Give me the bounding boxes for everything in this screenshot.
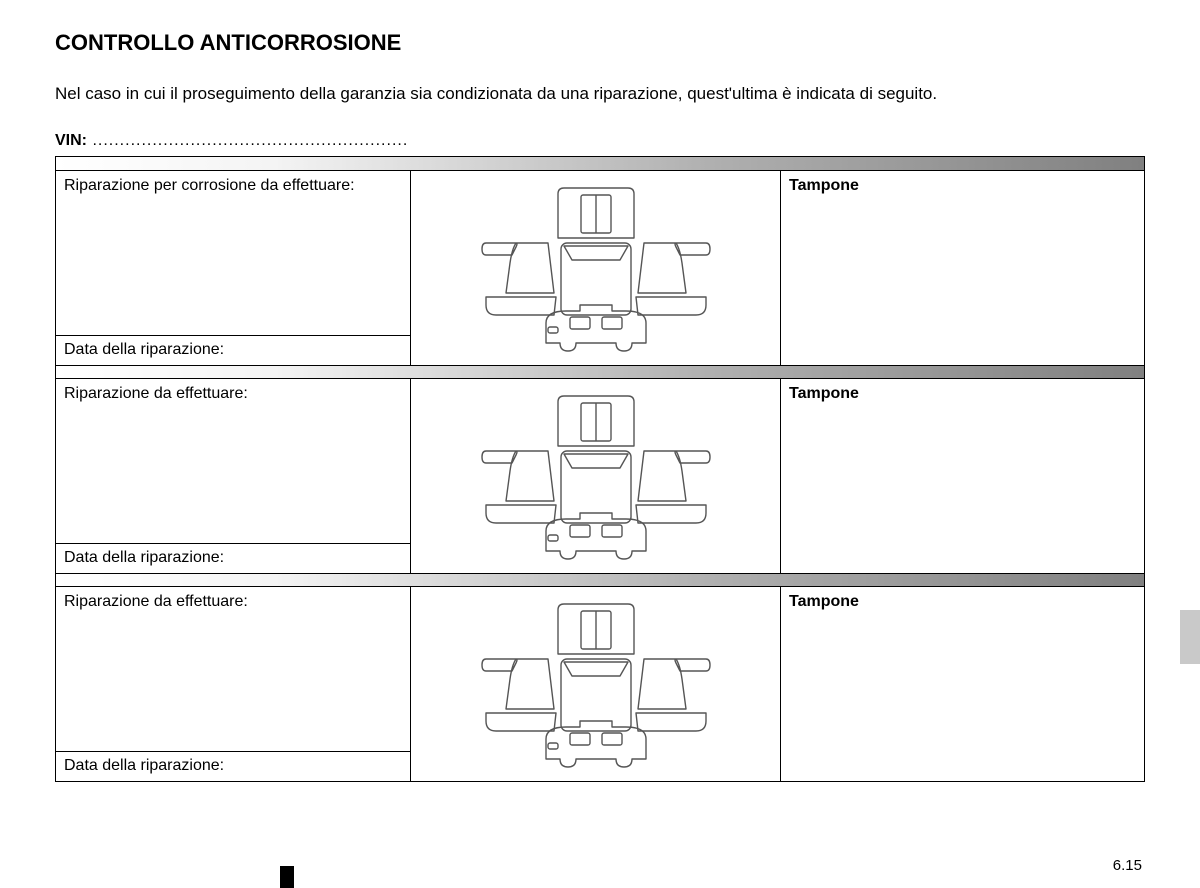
stamp-label: Tampone	[781, 171, 1144, 365]
record-left-col: Riparazione da effettuare: Data della ri…	[56, 379, 411, 573]
page-title: CONTROLLO ANTICORROSIONE	[55, 30, 1145, 56]
intro-text: Nel caso in cui il proseguimento della g…	[55, 84, 1145, 104]
stamp-label: Tampone	[781, 587, 1144, 781]
date-label: Data della riparazione:	[56, 751, 410, 781]
car-unfold-icon	[446, 599, 746, 769]
crop-mark	[280, 866, 294, 888]
record-left-col: Riparazione per corrosione da effettuare…	[56, 171, 411, 365]
gradient-bar	[56, 365, 1144, 379]
record-row: Riparazione da effettuare: Data della ri…	[56, 379, 1144, 573]
record-row: Riparazione per corrosione da effettuare…	[56, 171, 1144, 365]
vin-row: VIN: ...................................…	[55, 132, 1145, 150]
vin-label: VIN:	[55, 132, 87, 149]
side-tab	[1180, 610, 1200, 664]
car-diagram-cell	[411, 379, 781, 573]
repair-label: Riparazione da effettuare:	[56, 379, 410, 543]
record-left-col: Riparazione da effettuare: Data della ri…	[56, 587, 411, 781]
repair-label: Riparazione da effettuare:	[56, 587, 410, 751]
car-diagram-cell	[411, 171, 781, 365]
gradient-bar	[56, 157, 1144, 171]
car-diagram-cell	[411, 587, 781, 781]
page-number: 6.15	[1113, 857, 1142, 874]
record-row: Riparazione da effettuare: Data della ri…	[56, 587, 1144, 781]
stamp-label: Tampone	[781, 379, 1144, 573]
car-unfold-icon	[446, 391, 746, 561]
gradient-bar	[56, 573, 1144, 587]
date-label: Data della riparazione:	[56, 335, 410, 365]
repair-label: Riparazione per corrosione da effettuare…	[56, 171, 410, 335]
date-label: Data della riparazione:	[56, 543, 410, 573]
car-unfold-icon	[446, 183, 746, 353]
vin-dots: ........................................…	[87, 132, 408, 149]
records-table: Riparazione per corrosione da effettuare…	[55, 156, 1145, 782]
